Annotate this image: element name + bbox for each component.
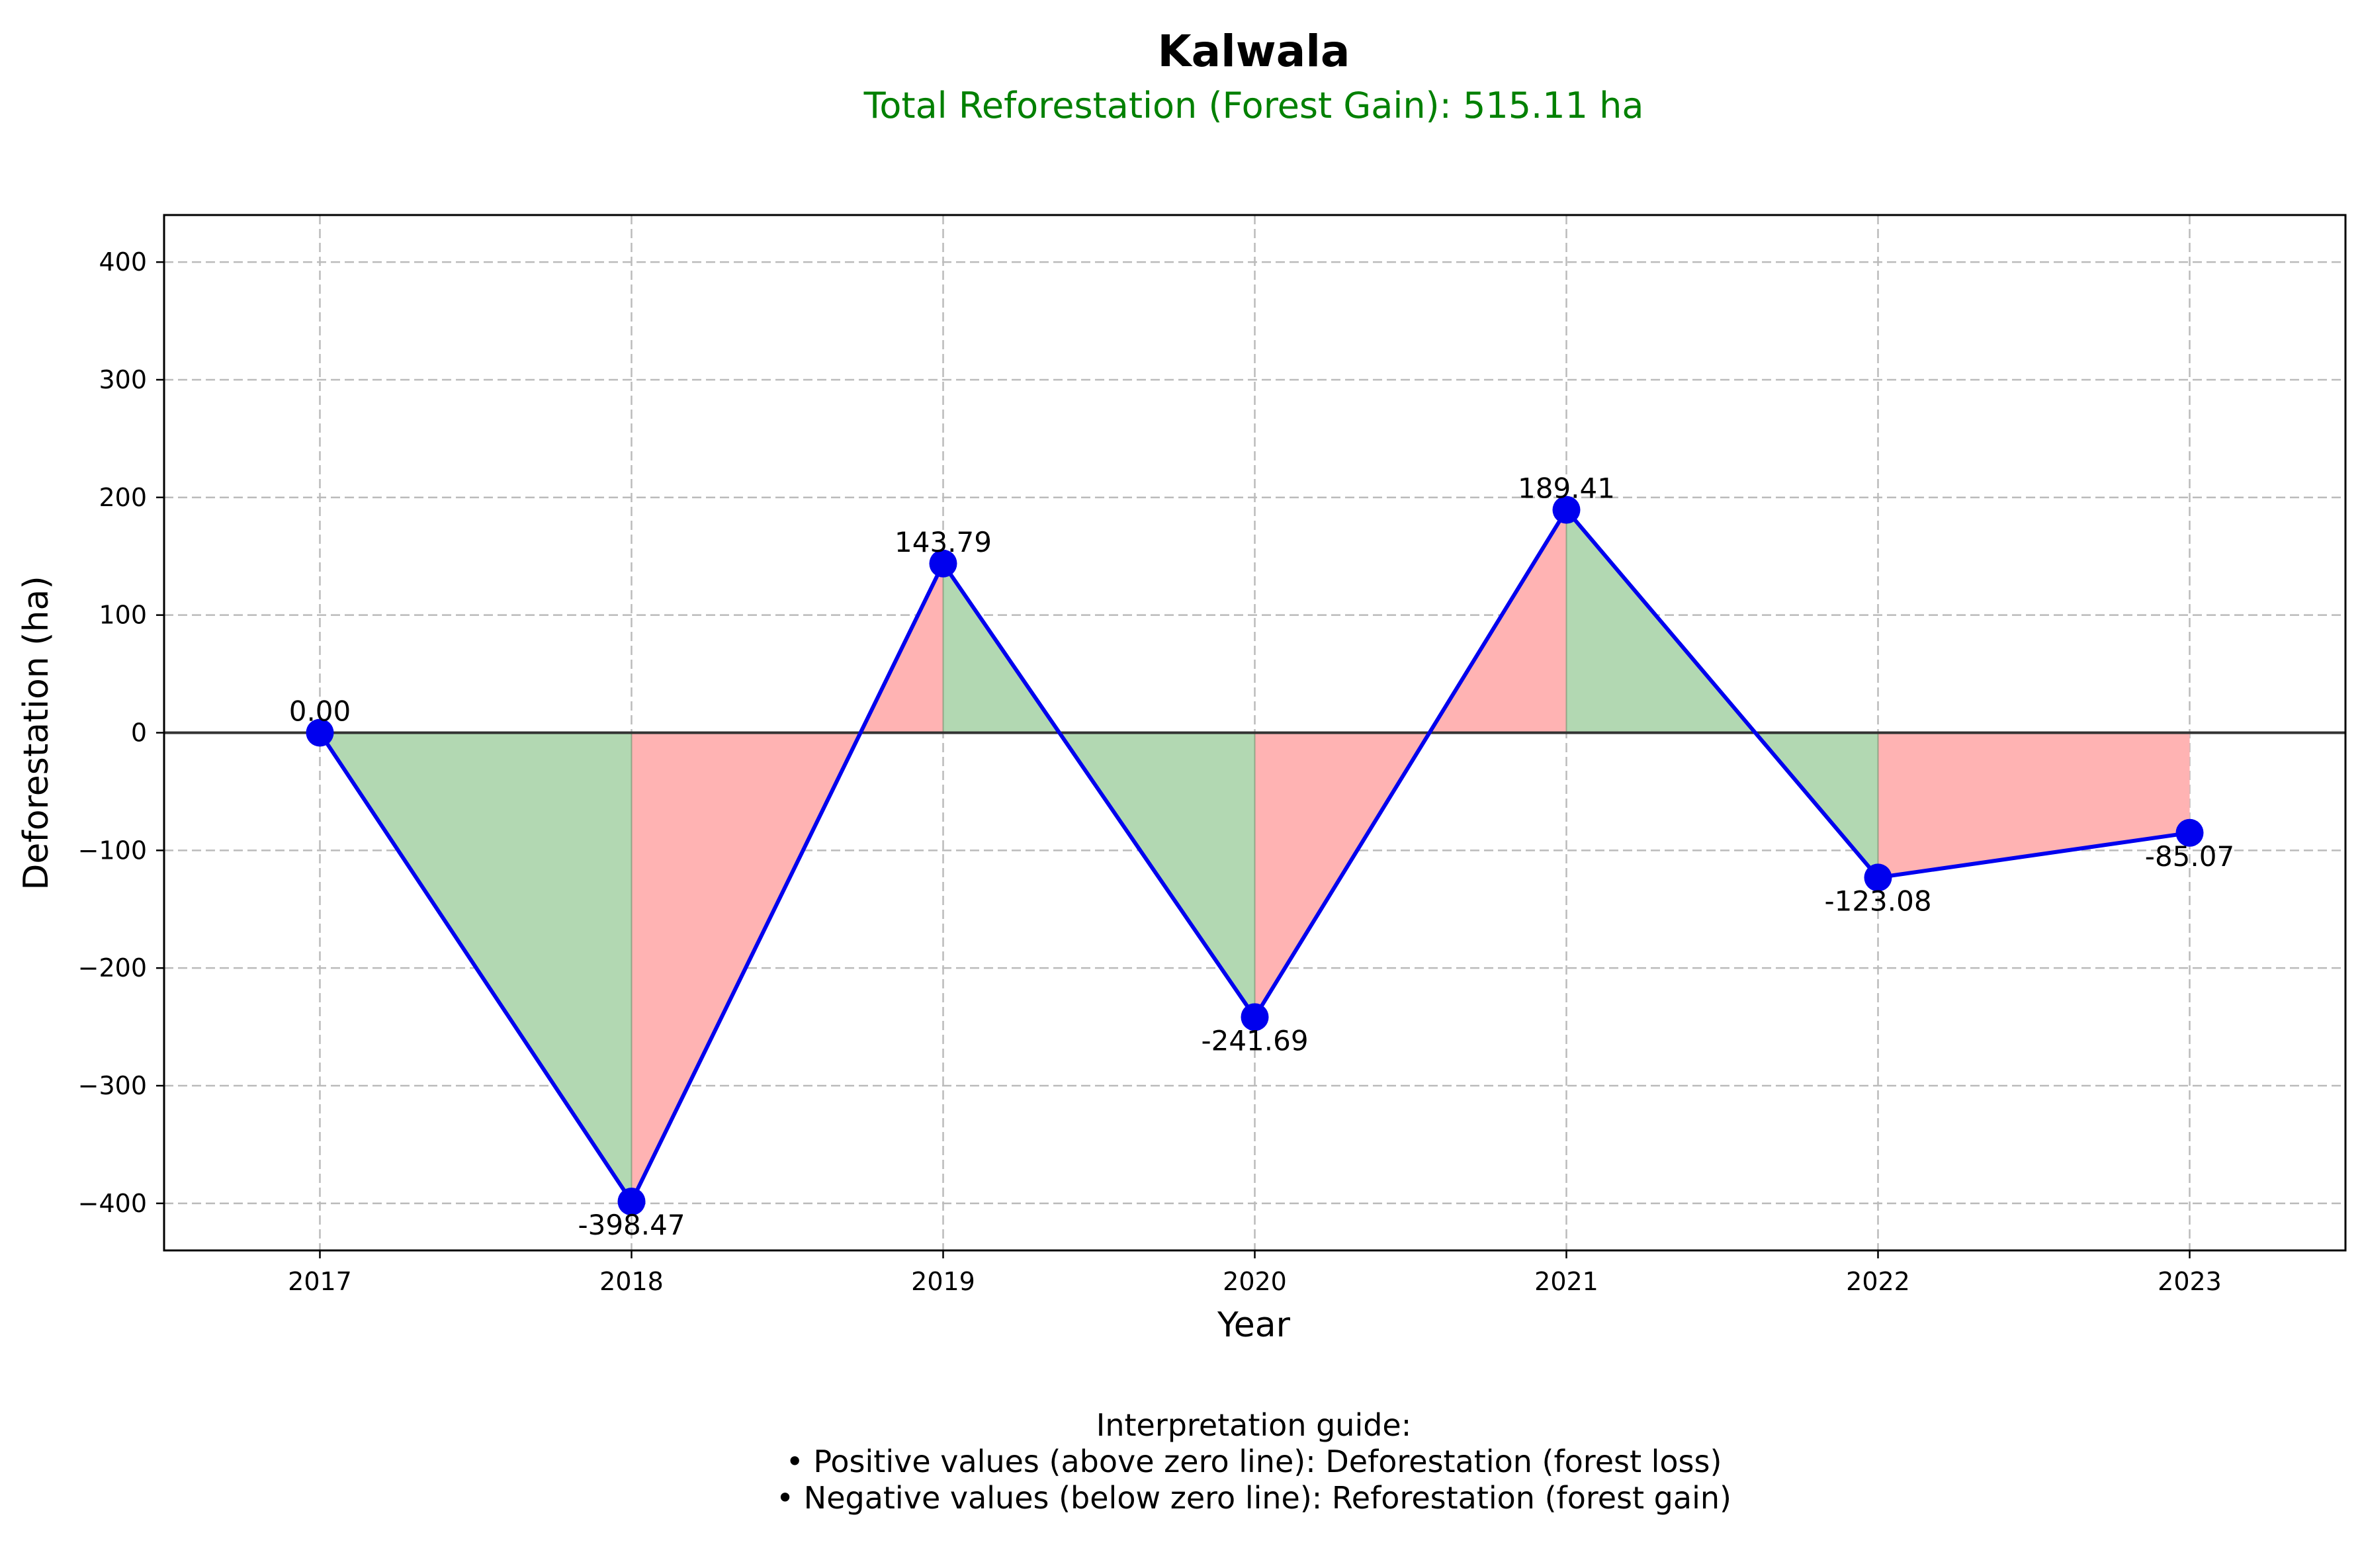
y-tick-label: 200 [99,483,147,512]
guide-heading: Interpretation guide: [1096,1407,1411,1443]
data-label: 143.79 [895,526,992,558]
x-tick-label: 2023 [2158,1267,2222,1296]
data-labels: 0.00 -398.47 143.79 -241.69 189.41 -123.08 -85… [289,472,2234,1241]
x-tick-label: 2021 [1534,1267,1598,1296]
data-point [1864,863,1892,892]
y-tick-label: −100 [78,836,147,865]
y-tick-label: −300 [78,1071,147,1100]
y-tick-label: −200 [78,953,147,982]
y-tick-label: 0 [131,719,147,748]
guide-negative: • Negative values (below zero line): Ref… [776,1480,1731,1516]
x-ticks: 2017 2018 2019 2020 2021 2022 2023 [288,1250,2222,1296]
x-tick-label: 2017 [288,1267,352,1296]
markers [306,496,2204,1216]
data-label: 0.00 [289,695,351,728]
chart-subtitle: Total Reforestation (Forest Gain): 515.1… [863,85,1644,126]
y-ticks: 400 300 200 100 0 −100 −200 −300 −400 [78,247,164,1218]
x-tick-label: 2022 [1846,1267,1910,1296]
data-point [617,1188,646,1216]
x-axis-label: Year [1217,1305,1291,1345]
chart-title: Kalwala [1158,26,1350,77]
y-tick-label: −400 [78,1189,147,1218]
data-label: -85.07 [2145,840,2234,873]
y-tick-label: 100 [99,601,147,630]
y-tick-label: 400 [99,247,147,277]
data-label: -398.47 [578,1209,685,1241]
data-label: -123.08 [1824,885,1931,917]
data-point [306,719,334,747]
x-tick-label: 2018 [599,1267,664,1296]
data-point [1552,496,1581,524]
y-tick-label: 300 [99,365,147,394]
x-tick-label: 2020 [1223,1267,1287,1296]
x-tick-label: 2019 [911,1267,975,1296]
y-axis-label: Deforestation (ha) [17,576,56,890]
data-label: 189.41 [1518,472,1615,505]
data-point [2175,818,2204,847]
data-label: -241.69 [1201,1024,1308,1057]
guide-positive: • Positive values (above zero line): Def… [786,1444,1722,1479]
data-point [1241,1003,1269,1031]
data-point [929,549,957,578]
fill-segment [1878,732,2190,878]
